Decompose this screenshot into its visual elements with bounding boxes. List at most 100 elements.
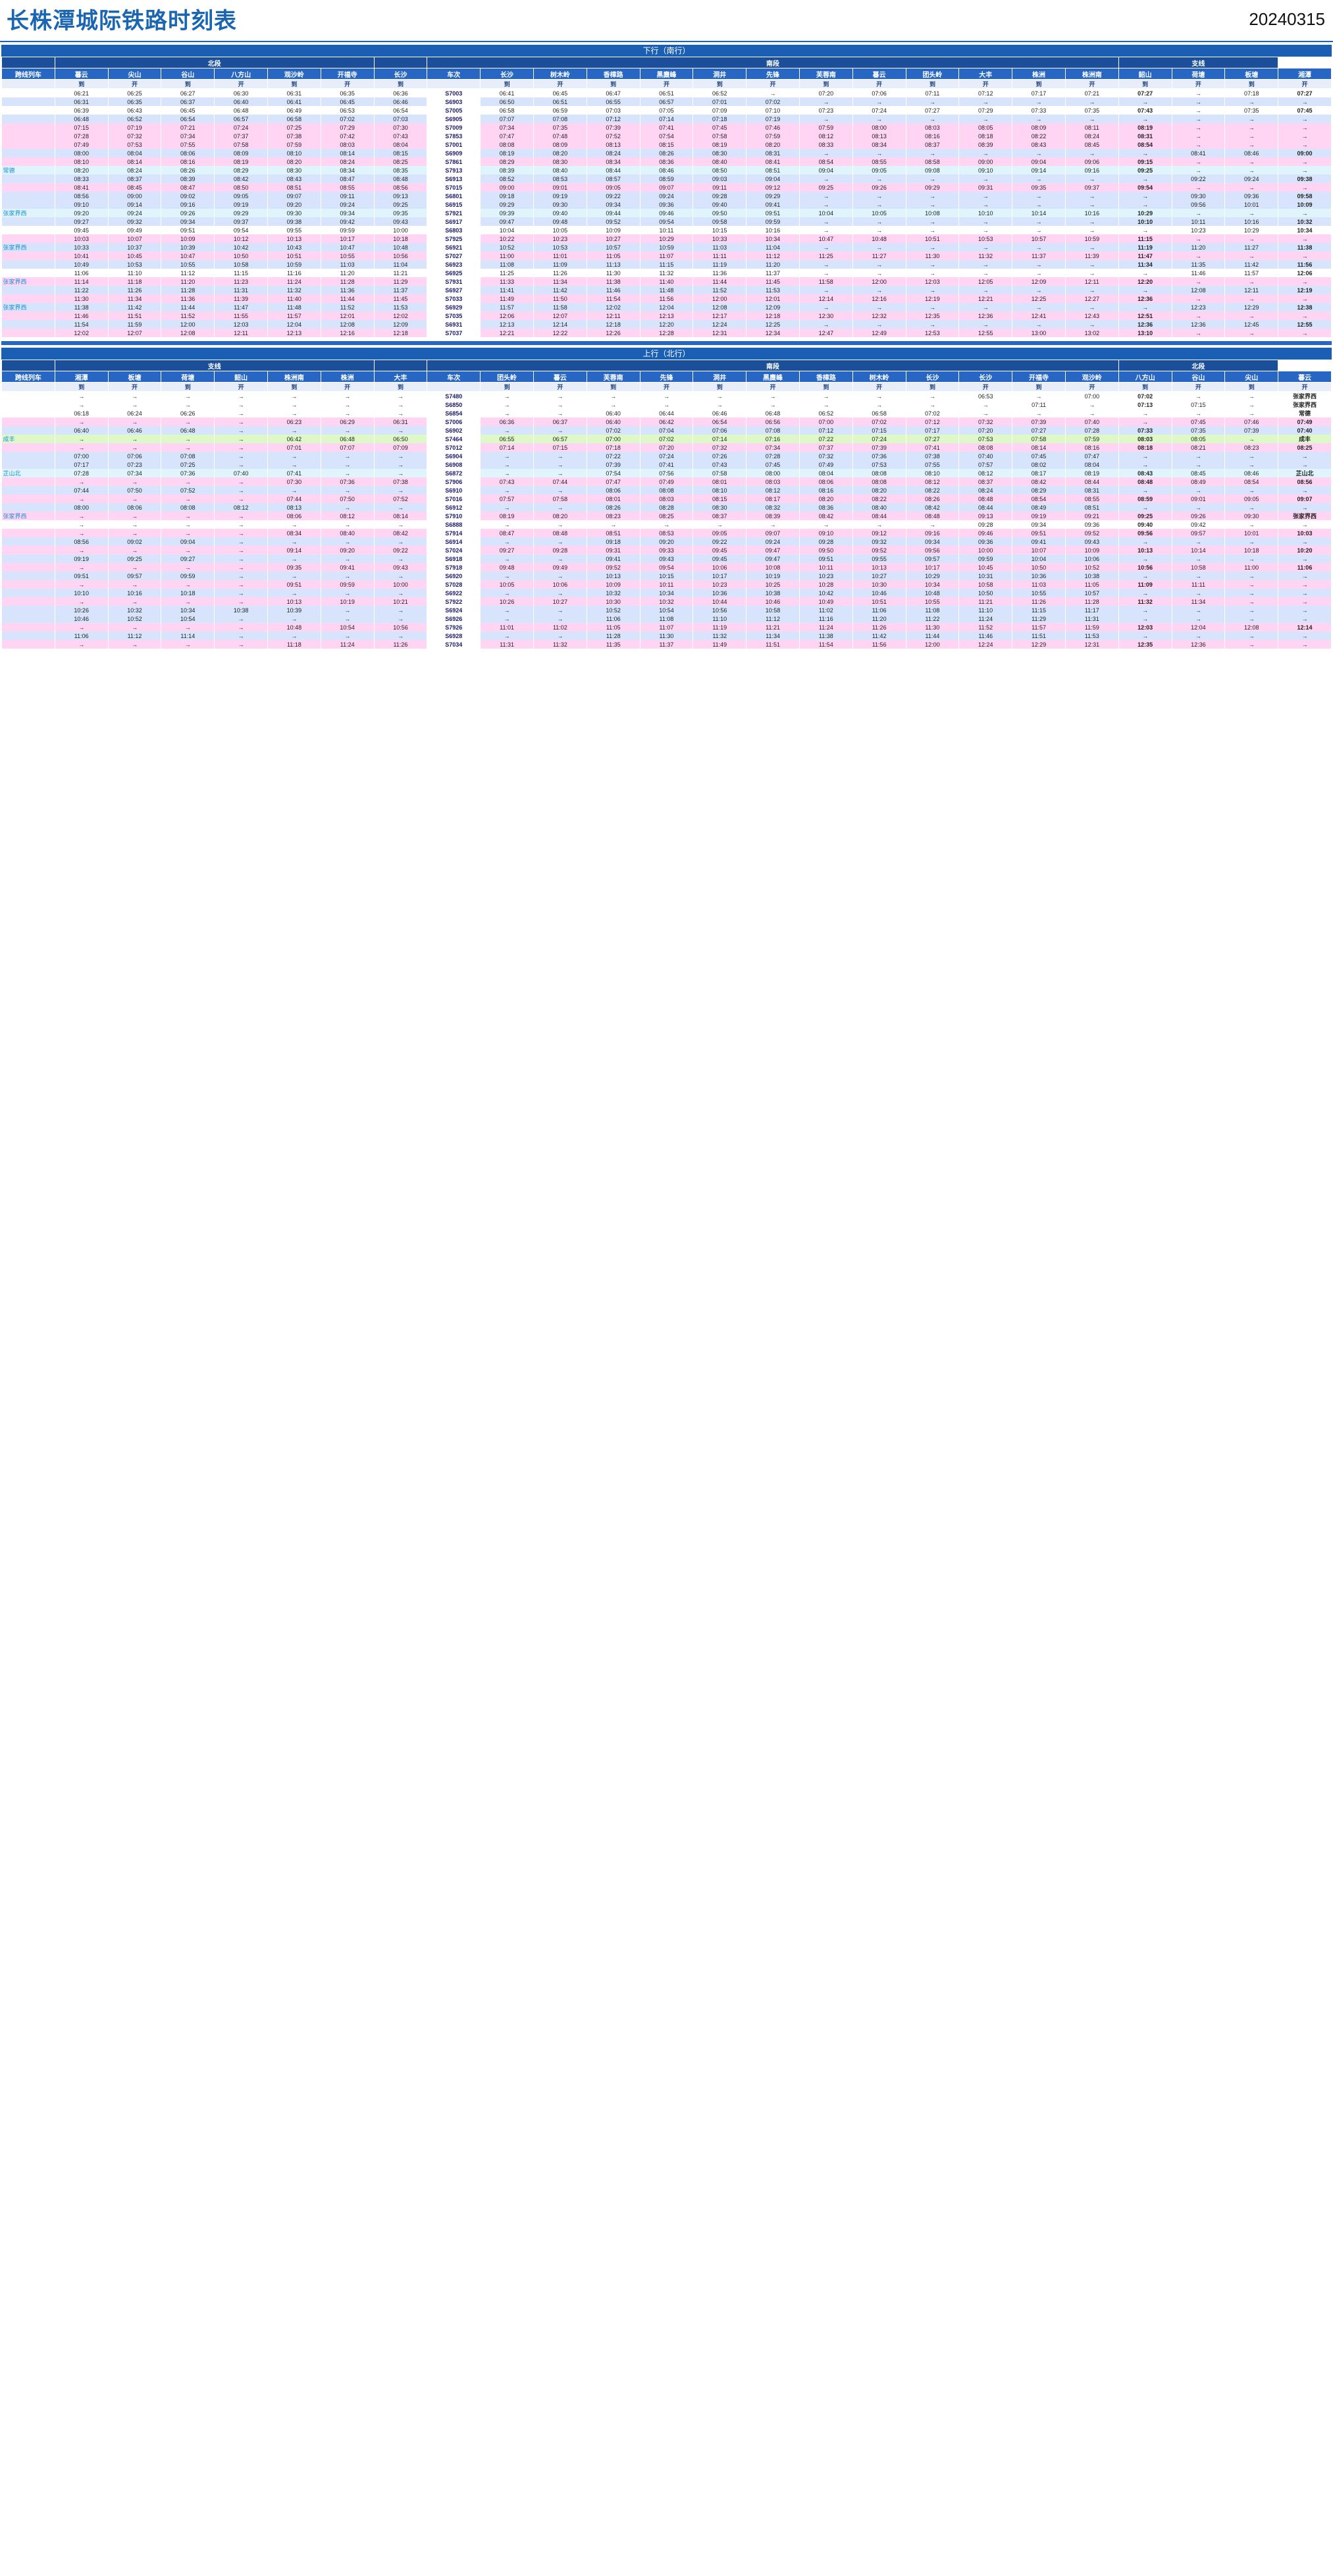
time-cell: 08:19: [480, 512, 534, 520]
time-cell: 10:09: [161, 234, 215, 243]
time-cell: 10:27: [852, 572, 906, 580]
time-cell: 08:19: [693, 140, 747, 149]
time-cell: →: [958, 149, 1013, 157]
time-cell: →: [161, 529, 215, 537]
time-cell: 07:24: [852, 435, 906, 443]
time-cell: 07:14: [640, 115, 694, 123]
time-cell: →: [852, 243, 906, 252]
time-cell: →: [533, 486, 587, 495]
time-cell: 06:54: [374, 106, 428, 115]
time-cell: →: [55, 529, 109, 537]
time-cell: 08:37: [108, 174, 162, 183]
cross-line-note: [1, 97, 55, 106]
time-cell: 07:14: [480, 443, 534, 452]
time-cell: 10:52: [587, 606, 640, 614]
time-cell: 10:26: [480, 597, 534, 606]
train-number-header: 车次: [427, 68, 481, 80]
time-cell: 11:16: [267, 269, 321, 277]
time-cell: 08:56: [55, 192, 109, 200]
cross-line-note: 张家界西: [1, 512, 55, 520]
time-cell: →: [1224, 97, 1279, 106]
station-header: 香樟路: [586, 68, 640, 80]
time-cell: 11:26: [108, 286, 162, 294]
time-cell: →: [108, 640, 162, 649]
time-cell: 12:55: [958, 329, 1013, 337]
timetable-row: 08:33 08:37 08:39 08:42 08:43 08:47 08:48 S6913…: [1, 174, 1332, 183]
cross-line-note: [1, 537, 55, 546]
time-cell: 11:03: [1012, 580, 1066, 589]
time-cell: 11:22: [906, 614, 960, 623]
time-cell: →: [1065, 192, 1119, 200]
time-cell: 11:19: [693, 623, 747, 631]
time-cell: 09:19: [55, 554, 109, 563]
time-cell: →: [480, 460, 534, 469]
time-cell: 10:53: [958, 234, 1013, 243]
time-cell: 11:26: [852, 623, 906, 631]
time-cell: →: [958, 409, 1013, 417]
time-cell: 07:47: [587, 477, 640, 486]
time-cell: →: [906, 226, 960, 234]
time-cell: →: [108, 443, 162, 452]
time-cell: →: [1118, 286, 1172, 294]
time-cell: 09:25: [108, 554, 162, 563]
time-cell: 10:28: [799, 580, 853, 589]
time-cell: 09:44: [587, 209, 640, 217]
time-cell: 07:50: [108, 486, 162, 495]
time-cell: 09:05: [852, 166, 906, 174]
time-cell: 06:40: [55, 426, 109, 435]
timetable-row: 11:54 11:59 12:00 12:03 12:04 12:08 12:09 S6931…: [1, 320, 1332, 329]
time-cell: 09:10: [799, 529, 853, 537]
time-cell: 08:51: [267, 183, 321, 192]
time-cell: →: [1065, 217, 1119, 226]
time-cell: 06:48: [55, 115, 109, 123]
time-cell: 09:19: [214, 200, 268, 209]
station-header: 株洲南: [1064, 68, 1119, 80]
time-cell: 11:58: [533, 303, 587, 311]
time-cell: →: [1278, 597, 1332, 606]
time-cell: →: [533, 503, 587, 512]
time-cell: 07:57: [958, 460, 1013, 469]
time-cell: 08:14: [108, 157, 162, 166]
time-cell: 10:27: [533, 597, 587, 606]
time-cell: 10:32: [587, 589, 640, 597]
time-cell: 10:29: [906, 572, 960, 580]
time-cell: →: [1278, 140, 1332, 149]
arr-dep-label: 到: [267, 382, 321, 392]
time-cell: →: [55, 546, 109, 554]
cross-line-note: [1, 234, 55, 243]
time-cell: →: [1012, 286, 1066, 294]
time-cell: 12:11: [1065, 277, 1119, 286]
time-cell: 11:32: [640, 269, 694, 277]
arr-dep-label: 到: [54, 382, 109, 392]
time-cell: 09:19: [533, 192, 587, 200]
time-cell: 10:44: [693, 597, 747, 606]
time-cell: 07:58: [693, 469, 747, 477]
time-cell: →: [1224, 183, 1279, 192]
time-cell: 10:46: [55, 614, 109, 623]
time-cell: 07:15: [1172, 400, 1226, 409]
time-cell: 11:09: [1118, 580, 1172, 589]
time-cell: 08:31: [1065, 486, 1119, 495]
cross-line-note: [1, 460, 55, 469]
time-cell: 09:10: [55, 200, 109, 209]
time-cell: →: [1012, 260, 1066, 269]
time-cell: 08:52: [480, 174, 534, 183]
time-cell: 11:44: [161, 303, 215, 311]
time-cell: 07:16: [746, 435, 800, 443]
train-number: S7464: [427, 435, 481, 443]
up-section-title: 上行（北行）: [1, 348, 1332, 360]
time-cell: 09:56: [1172, 200, 1226, 209]
time-cell: 08:40: [852, 503, 906, 512]
time-cell: 12:11: [1224, 286, 1279, 294]
time-cell: 10:04: [799, 209, 853, 217]
timetable-row: 06:39 06:43 06:45 06:48 06:49 06:53 06:54 S7005…: [1, 106, 1332, 115]
time-cell: 07:27: [906, 435, 960, 443]
time-cell: 11:36: [321, 286, 375, 294]
time-cell: →: [374, 409, 428, 417]
time-cell: 11:17: [1065, 606, 1119, 614]
time-cell: 10:34: [906, 580, 960, 589]
station-header: 先锋: [639, 371, 694, 383]
time-cell: 12:18: [746, 311, 800, 320]
time-cell: →: [161, 417, 215, 426]
time-cell: 09:43: [374, 217, 428, 226]
